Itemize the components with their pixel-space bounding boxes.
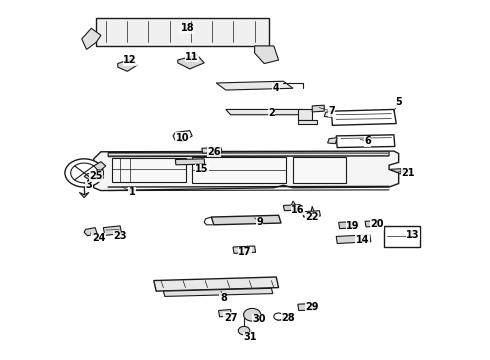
Text: 29: 29: [305, 302, 319, 312]
Text: 8: 8: [220, 293, 227, 303]
Text: 30: 30: [253, 314, 266, 324]
Text: 31: 31: [243, 332, 257, 342]
Text: 9: 9: [256, 217, 263, 227]
Polygon shape: [118, 58, 137, 71]
Circle shape: [238, 327, 250, 335]
Polygon shape: [298, 303, 316, 311]
Polygon shape: [79, 192, 89, 198]
Bar: [293, 157, 346, 183]
Polygon shape: [175, 159, 205, 165]
Text: 11: 11: [185, 51, 199, 62]
Text: 10: 10: [176, 133, 189, 143]
Text: 17: 17: [238, 247, 252, 257]
Text: 27: 27: [224, 312, 237, 323]
Polygon shape: [298, 120, 317, 123]
Polygon shape: [84, 228, 97, 236]
Polygon shape: [94, 151, 399, 190]
Text: 18: 18: [180, 23, 194, 33]
Polygon shape: [303, 211, 320, 217]
Text: 7: 7: [328, 106, 335, 116]
Text: 5: 5: [395, 98, 402, 107]
Text: 2: 2: [268, 108, 275, 118]
Polygon shape: [336, 235, 371, 243]
Polygon shape: [96, 18, 269, 46]
Circle shape: [71, 163, 98, 183]
Text: 12: 12: [123, 55, 137, 65]
Polygon shape: [389, 169, 401, 174]
Polygon shape: [202, 148, 222, 153]
Text: 13: 13: [406, 230, 420, 240]
Polygon shape: [216, 81, 293, 90]
Polygon shape: [276, 313, 292, 320]
Text: 6: 6: [364, 136, 371, 146]
Text: 14: 14: [356, 235, 369, 245]
Polygon shape: [324, 111, 331, 117]
Bar: [384, 226, 420, 247]
Polygon shape: [108, 152, 389, 157]
Text: 1: 1: [129, 187, 136, 197]
Polygon shape: [163, 288, 273, 296]
Polygon shape: [219, 310, 232, 317]
Bar: [192, 157, 286, 183]
Polygon shape: [226, 109, 307, 115]
Polygon shape: [154, 277, 279, 291]
Polygon shape: [283, 205, 301, 211]
Text: 25: 25: [89, 171, 103, 181]
Circle shape: [244, 309, 261, 321]
Text: 19: 19: [346, 221, 360, 231]
Polygon shape: [94, 162, 106, 170]
Text: 20: 20: [370, 219, 384, 229]
Circle shape: [65, 159, 103, 187]
Polygon shape: [298, 109, 312, 120]
Polygon shape: [339, 222, 356, 229]
Text: 16: 16: [291, 205, 305, 215]
Text: 22: 22: [305, 212, 319, 222]
Text: 15: 15: [195, 165, 209, 174]
Circle shape: [274, 313, 283, 320]
Polygon shape: [173, 131, 192, 142]
Text: 24: 24: [92, 233, 105, 243]
Text: 26: 26: [207, 147, 220, 157]
Polygon shape: [211, 215, 281, 225]
Text: 21: 21: [401, 168, 415, 178]
Polygon shape: [255, 46, 279, 64]
Polygon shape: [336, 135, 395, 148]
Text: 4: 4: [273, 83, 280, 93]
Polygon shape: [84, 172, 103, 180]
Polygon shape: [312, 105, 324, 112]
Polygon shape: [233, 246, 256, 253]
Polygon shape: [103, 226, 122, 235]
Text: 3: 3: [86, 180, 92, 190]
Text: 28: 28: [281, 312, 295, 323]
Polygon shape: [331, 109, 396, 125]
Bar: [112, 158, 186, 182]
Text: 23: 23: [113, 231, 127, 242]
Polygon shape: [178, 55, 204, 69]
Polygon shape: [82, 28, 101, 49]
Polygon shape: [365, 221, 383, 227]
Polygon shape: [328, 138, 337, 144]
